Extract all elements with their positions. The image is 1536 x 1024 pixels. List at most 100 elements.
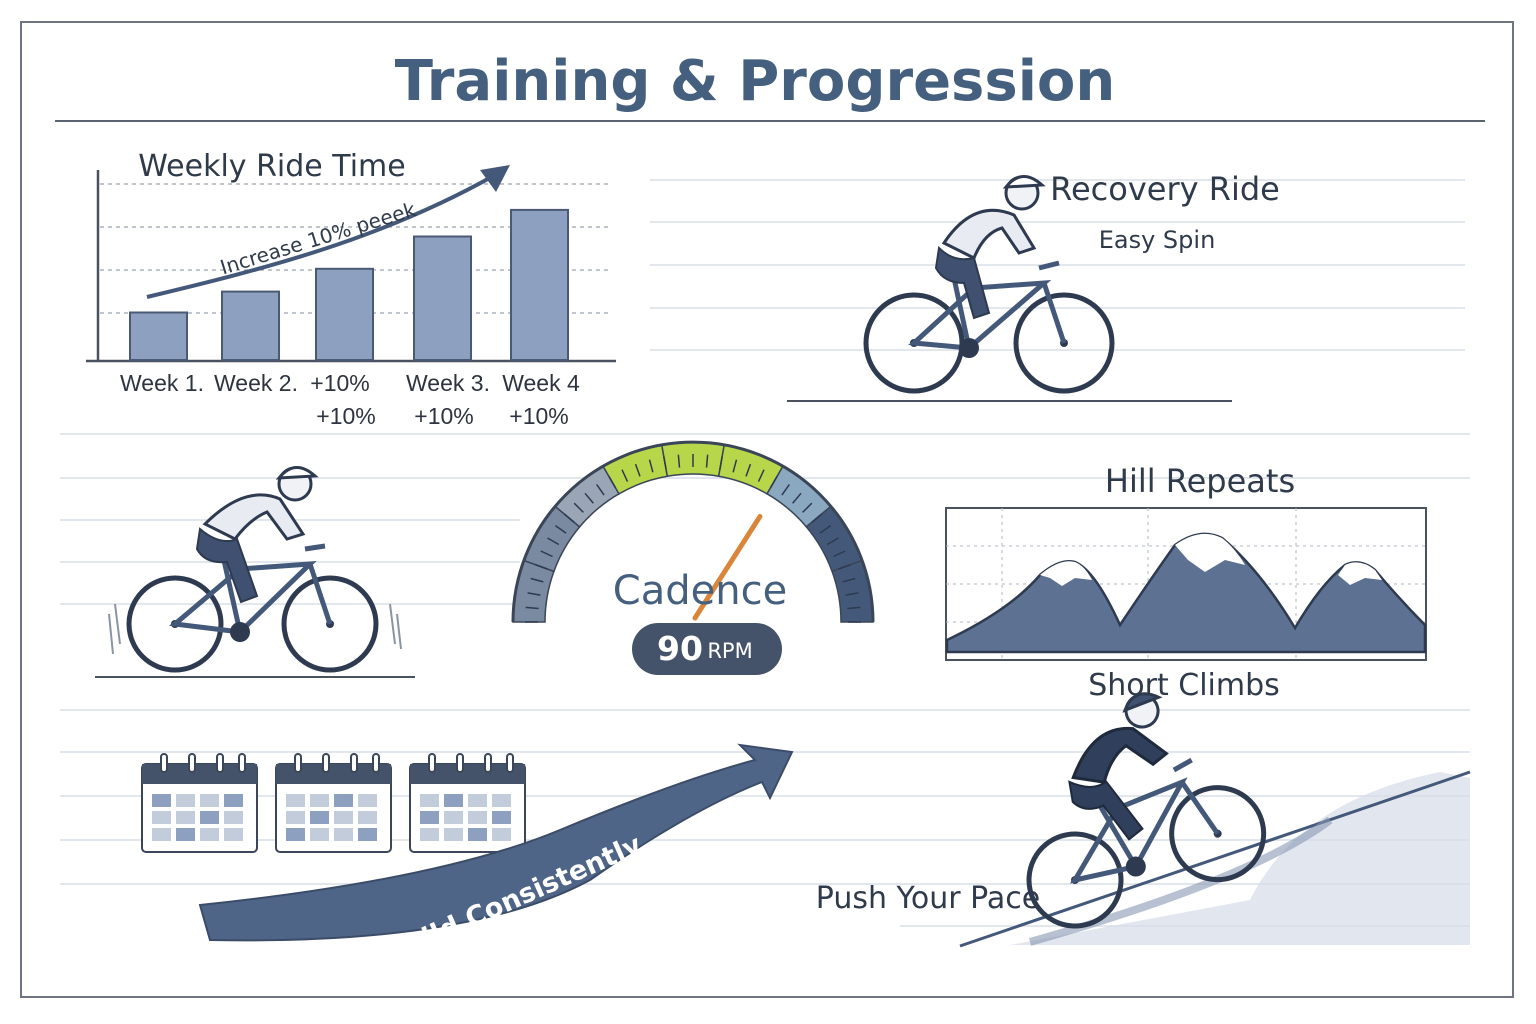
calendar-day [224, 794, 243, 807]
weekly-bar [510, 208, 569, 361]
gauge-tick [527, 592, 541, 596]
calendar-day [286, 828, 305, 841]
calendar-ring [322, 753, 330, 773]
gauge-tick [525, 606, 539, 610]
calendar-day [224, 828, 243, 841]
week-label-5: Week 4 [502, 370, 580, 396]
weekly-bar [413, 235, 472, 361]
calendar-day [176, 811, 195, 824]
gauge-tick [826, 537, 839, 546]
weekly-ride-chart: Weekly Ride Time Increase 10% peeek Week… [86, 149, 616, 429]
cyclist-climb-icon [1026, 692, 1267, 929]
calendar-day [286, 811, 305, 824]
gauge-tick [648, 459, 654, 473]
push-label: Push Your Pace [816, 881, 1040, 916]
cyclist-recovery-icon [863, 175, 1115, 394]
calendar-day [492, 794, 511, 807]
pct-label-3: +10% [509, 403, 568, 429]
hills-caption: Short Climbs [1088, 668, 1280, 703]
calendar-ring [372, 753, 380, 773]
calendar-day [152, 794, 171, 807]
week-label-1: Week 1. [120, 370, 204, 396]
calendar-day [492, 811, 511, 824]
gauge-tick [769, 476, 778, 489]
calendar-header [142, 764, 257, 784]
gauge-tick [732, 459, 738, 473]
gauge-tick [534, 563, 548, 570]
gauge-tick [842, 577, 856, 583]
calendar-day [152, 828, 171, 841]
gauge-tick [811, 513, 823, 523]
cyclist-tempo-icon [95, 466, 415, 678]
push-pace-panel: Push Your Pace [816, 692, 1471, 948]
gauge-tick [563, 513, 575, 523]
gauge-tick [584, 492, 594, 504]
calendar-ring [456, 753, 464, 773]
calendar-day [286, 794, 305, 807]
weekly-chart-title: Weekly Ride Time [138, 149, 405, 184]
calendar-day [334, 794, 353, 807]
calendar-ring [484, 753, 492, 773]
calendar-ring [160, 753, 168, 773]
calendar-day [420, 811, 439, 824]
gauge-tick [554, 525, 567, 534]
gauge-tick [838, 563, 852, 570]
gauge-tick [745, 463, 752, 477]
calendar-ring [238, 753, 246, 773]
calendar-day [310, 828, 329, 841]
gauge-tick [530, 577, 544, 583]
calendar-day [176, 828, 195, 841]
calendar-day [200, 828, 219, 841]
cadence-gauge: Cadence 90 RPM [511, 440, 875, 675]
calendar-day [358, 811, 377, 824]
calendar-header [276, 764, 391, 784]
week-label-4: Week 3. [406, 370, 490, 396]
trend-arrow [146, 173, 496, 299]
week-label-2: Week 2. [214, 370, 298, 396]
calendar-day [152, 811, 171, 824]
weekly-bar [315, 267, 374, 361]
hills-title: Hill Repeats [1105, 462, 1295, 500]
gauge-tick [663, 456, 667, 470]
calendar-ring [188, 753, 196, 773]
calendar-row [141, 753, 526, 853]
gauge-tick [621, 469, 629, 482]
recovery-ride-panel: Recovery Ride Easy Spin [787, 170, 1280, 402]
calendar-day [358, 794, 377, 807]
calendar-day [492, 828, 511, 841]
recovery-subtitle: Easy Spin [1099, 226, 1216, 254]
calendar-ring [428, 753, 436, 773]
gauge-tick [802, 502, 813, 513]
calendar-day [224, 811, 243, 824]
week-label-3: +10% [310, 370, 369, 396]
calendar-day [420, 794, 439, 807]
calendar-header [410, 764, 525, 784]
calendar-day [358, 828, 377, 841]
hill-repeats-panel: Hill Repeats Short Climbs [945, 462, 1427, 703]
calendar-day [176, 794, 195, 807]
cadence-unit: RPM [707, 639, 752, 663]
gauge-needle [692, 513, 763, 621]
calendar-day [334, 811, 353, 824]
recovery-title: Recovery Ride [1050, 170, 1280, 208]
gauge-tick [596, 483, 605, 496]
calendar-day [468, 794, 487, 807]
gauge-tick [781, 483, 790, 496]
calendar-day [310, 794, 329, 807]
gauge-tick [634, 463, 641, 477]
gauge-tick [833, 550, 846, 558]
calendar-ring [294, 753, 302, 773]
weekly-bar [129, 311, 188, 361]
pct-label-2: +10% [414, 403, 473, 429]
calendar-day [444, 794, 463, 807]
gauge-tick [573, 502, 584, 513]
calendar-day [200, 811, 219, 824]
gauge-tick [540, 550, 553, 558]
calendar-day [468, 828, 487, 841]
cadence-value: 90 [657, 629, 703, 668]
calendar-day [200, 794, 219, 807]
calendar-ring [506, 753, 514, 773]
calendar-day [334, 828, 353, 841]
